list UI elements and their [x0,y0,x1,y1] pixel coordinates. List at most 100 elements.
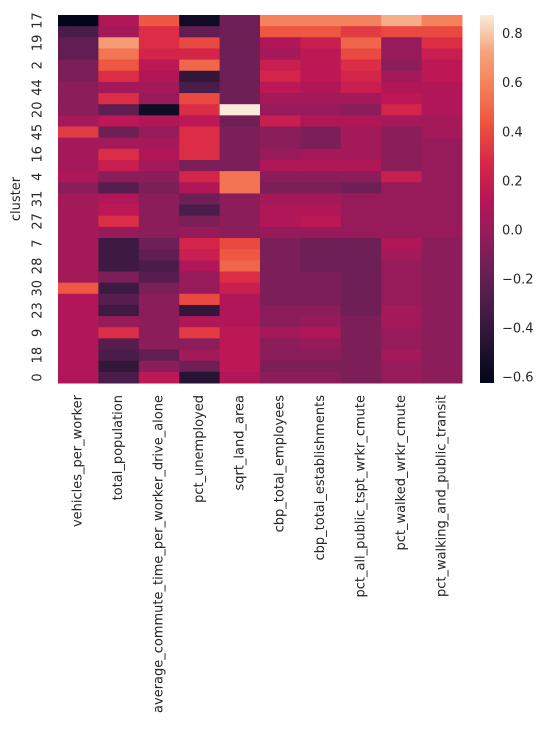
heatmap-cell [58,37,99,49]
heatmap-cell [138,238,180,250]
heatmap-cell [58,137,99,150]
heatmap-cell [219,37,261,49]
heatmap-cell [219,238,261,250]
heatmap-cell [179,293,221,306]
heatmap-cell [421,37,463,49]
y-tick-label: 20 [31,102,46,119]
heatmap-cell [421,81,463,94]
heatmap-cell [300,182,342,194]
heatmap-cell [300,249,342,261]
heatmap-cell [179,249,221,261]
heatmap-cell [138,260,180,272]
heatmap-cell [138,327,180,339]
heatmap-cell [381,316,423,328]
heatmap-cell [138,271,180,284]
heatmap-cell [260,15,301,27]
heatmap-cell [58,282,99,295]
heatmap-cell [219,15,261,27]
heatmap-cell [219,59,261,72]
heatmap-cell [340,193,382,206]
heatmap-cell [340,327,382,339]
heatmap-cell [219,293,261,306]
heatmap-cell [219,159,261,172]
heatmap-cell [421,48,463,61]
heatmap-cell [138,115,180,128]
heatmap-cell [381,226,423,239]
heatmap-cell [219,193,261,206]
heatmap-cell [260,26,301,38]
heatmap-cell [260,249,301,261]
x-tick-label: sqrt_land_area [232,395,247,491]
heatmap-cell [179,193,221,206]
heatmap-cell [219,249,261,261]
heatmap-cell [58,293,99,306]
heatmap-cell [381,159,423,172]
heatmap-cell [138,215,180,228]
heatmap-cell [421,293,463,306]
heatmap-cell [381,48,423,61]
heatmap-cell [98,360,140,373]
heatmap-cell [340,226,382,239]
heatmap-cell [260,371,301,384]
heatmap-cell [219,271,261,284]
heatmap-cell [179,260,221,272]
colorbar-tick-label: 0.8 [502,27,523,42]
heatmap-cell [98,249,140,261]
heatmap-cell [381,171,423,183]
heatmap-cell [219,93,261,105]
heatmap-cell [219,316,261,328]
heatmap-cell [219,349,261,362]
heatmap-cell [138,371,180,384]
heatmap-cell [138,293,180,306]
heatmap-cell [300,159,342,172]
colorbar-tick-label: 0.2 [502,174,523,189]
heatmap-cell [179,115,221,128]
heatmap-cell [381,215,423,228]
heatmap-cell [300,115,342,128]
heatmap-cell [98,238,140,250]
heatmap-cell [421,115,463,128]
heatmap-cell [300,226,342,239]
heatmap-cell [260,226,301,239]
y-tick-label: 4 [31,173,46,181]
heatmap-cell [340,215,382,228]
heatmap-cell [260,338,301,351]
x-tick-label: cbp_total_establishments [313,395,328,561]
heatmap-cell [98,293,140,306]
heatmap-cell [98,338,140,351]
heatmap-cell [98,93,140,105]
heatmap-cell [260,204,301,217]
heatmap-cell [138,37,180,49]
heatmap-cell [300,371,342,384]
heatmap-cell [381,59,423,72]
heatmap-cell [421,282,463,295]
heatmap-cell [381,293,423,306]
heatmap-cell [260,193,301,206]
heatmap-cell [340,249,382,261]
y-tick-label: 7 [31,239,46,247]
heatmap-cell [340,37,382,49]
heatmap-cell [219,327,261,339]
heatmap-cell [300,70,342,83]
heatmap-cell [340,115,382,128]
colorbar-tick-label: −0.6 [502,371,534,386]
heatmap-cell [138,204,180,217]
heatmap-cell [260,70,301,83]
heatmap-cell [260,93,301,105]
heatmap-cell [260,271,301,284]
heatmap-cell [340,371,382,384]
heatmap-cell [98,15,140,27]
heatmap-cell [421,226,463,239]
heatmap-cell [179,360,221,373]
heatmap-cell [98,48,140,61]
heatmap-cell [179,59,221,72]
y-tick-label: 45 [31,124,46,141]
heatmap-cell [260,282,301,295]
heatmap-cell [179,371,221,384]
y-tick-label: 0 [31,373,46,381]
heatmap-cell [58,93,99,105]
heatmap-cell [381,148,423,161]
heatmap-cell [381,271,423,284]
heatmap-cell [381,115,423,128]
heatmap-cell [340,104,382,116]
